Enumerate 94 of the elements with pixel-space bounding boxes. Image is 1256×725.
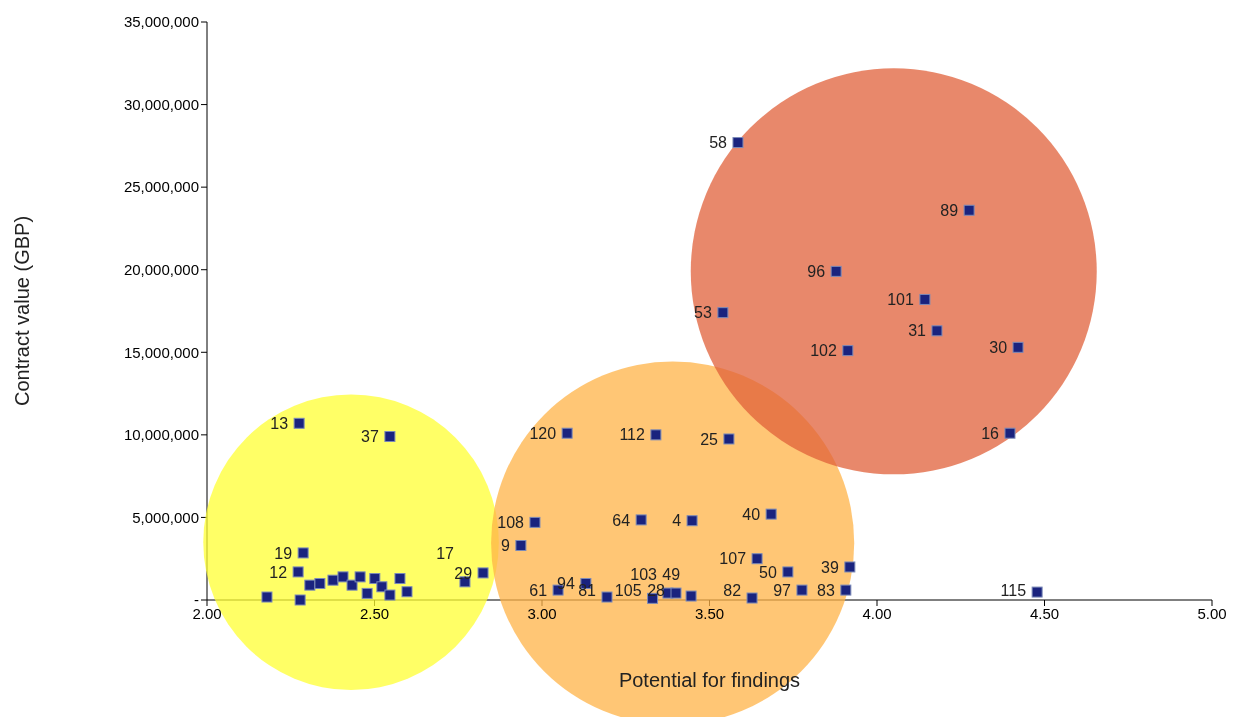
point [830,265,842,277]
point [304,579,316,591]
y-axis-title: Contract value (GBP) [11,215,34,407]
annotation: 101 [887,291,914,309]
point [746,592,758,604]
annotation: 103 [630,565,658,583]
annotation: 49 [662,565,681,583]
annotation: 39 [821,558,839,576]
annotation: 30 [989,338,1008,356]
point [477,567,489,579]
annotation: 16 [981,424,1000,442]
point [670,587,682,599]
point [685,590,697,602]
annotation: 40 [742,505,761,523]
annotation: 108 [497,513,525,531]
point [384,589,396,601]
annotation: 120 [529,424,557,442]
point [261,591,273,603]
annotation: 107 [719,550,747,568]
point [765,508,777,520]
point [401,586,413,598]
y-tick-label: 35,000,000 [123,13,199,31]
point [796,584,808,596]
point [297,547,309,559]
annotation: 53 [694,304,712,322]
annotation: 102 [810,342,837,360]
annotation: 82 [723,581,742,599]
annotation: 25 [700,430,719,448]
annotation: 12 [269,563,288,581]
point [346,579,358,591]
annotation: 94 [557,575,575,593]
x-tick-label: 3.00 [527,604,557,622]
annotation: 50 [759,563,777,581]
y-tick-label: 20,000,000 [123,261,199,279]
point [931,325,943,337]
annotation: 112 [619,426,645,444]
point [294,594,306,606]
annotation: 115 [1000,581,1027,599]
point [293,417,305,429]
annotation: 13 [270,414,289,432]
annotation: 9 [500,537,510,555]
point [919,293,931,305]
point [717,307,729,319]
point [842,345,854,357]
point [327,574,339,586]
point [394,573,406,585]
point [529,516,541,528]
x-tick-label: 2.50 [359,604,390,622]
annotation: 37 [361,428,380,446]
point [384,431,396,443]
point [686,515,698,527]
point [292,566,304,578]
annotation: 97 [773,581,792,599]
y-tick-label: 30,000,000 [123,95,199,113]
point [561,427,573,439]
x-tick-label: 5.00 [1197,604,1227,622]
point [782,566,794,578]
annotation: 89 [940,201,959,219]
point [732,137,744,149]
x-tick-label: 3.50 [694,604,725,622]
y-tick-label: 15,000,000 [123,343,199,361]
point [1004,427,1016,439]
point [354,571,366,583]
point [963,204,975,216]
annotation: 19 [274,544,293,562]
annotation: 4 [672,512,682,530]
annotation: 58 [709,134,728,152]
x-tick-label: 4.50 [1029,604,1060,622]
y-tick-label: 25,000,000 [123,178,199,196]
annotation: 64 [612,511,631,529]
y-tick-label: 5,000,000 [132,508,199,526]
point [844,561,856,573]
point [635,514,647,526]
point [1012,341,1024,353]
annotation: 17 [436,545,455,563]
annotation: 61 [529,581,548,599]
point [650,429,662,441]
x-tick-label: 4.00 [862,604,892,622]
annotation: 105 [614,581,642,599]
point [601,591,613,603]
annotation: 29 [454,564,473,582]
point [376,581,388,593]
y-tick-label: 10,000,000 [123,426,199,444]
annotation: 83 [817,581,835,599]
annotation: 31 [908,322,927,340]
point [515,540,527,551]
point [723,433,735,445]
point [361,587,373,599]
point [337,571,349,583]
point [314,577,326,589]
point [840,584,852,596]
point [1031,586,1043,598]
annotation: 96 [807,262,826,280]
point [751,553,763,565]
